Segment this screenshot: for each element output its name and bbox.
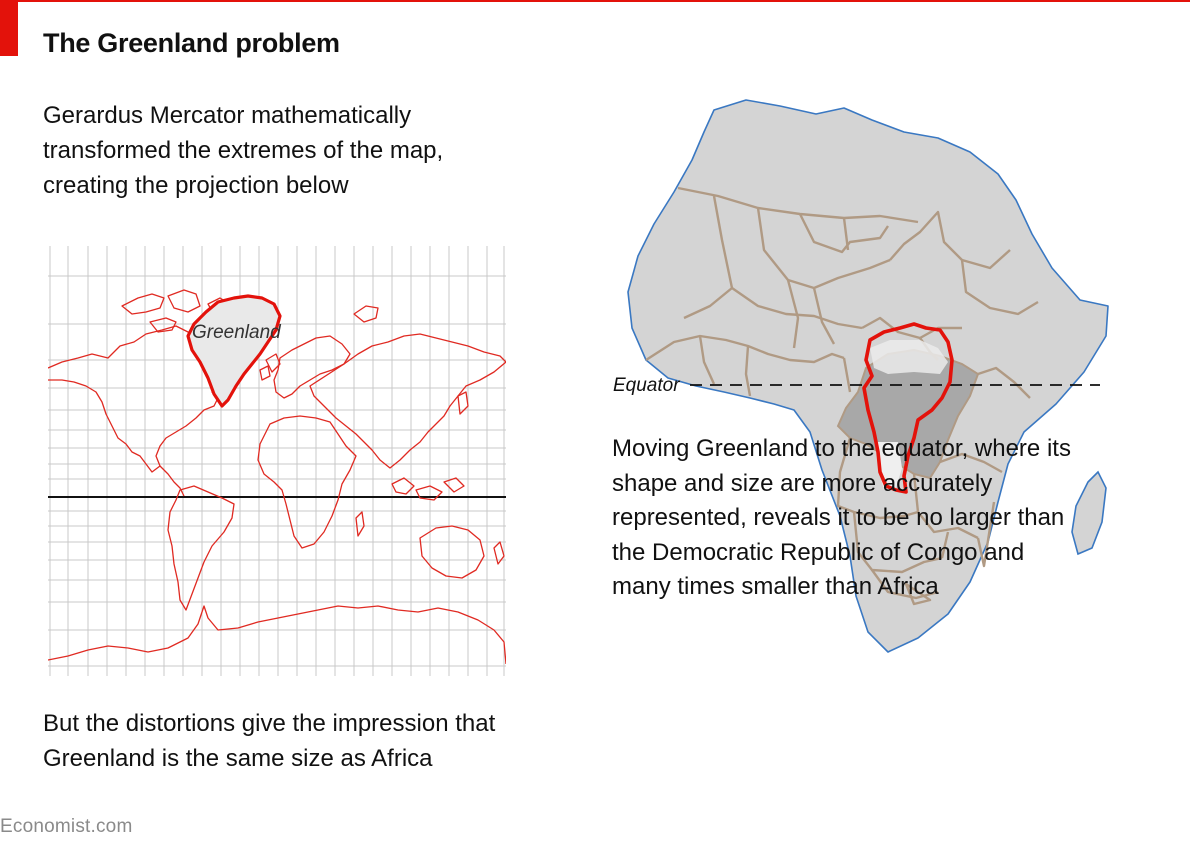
source-credit: Economist.com	[0, 816, 133, 837]
overlay-light-north	[870, 340, 948, 374]
mercator-map	[48, 246, 506, 676]
top-rule	[0, 0, 1190, 2]
left-caption: But the distortions give the impression …	[43, 710, 496, 772]
mercator-greenland-outline	[186, 294, 282, 408]
country-borders	[645, 186, 1039, 606]
world-coastlines	[48, 289, 506, 665]
greenland-overlay-outline	[862, 322, 954, 494]
equator-label: Equator	[613, 375, 680, 396]
africa-map	[627, 99, 1109, 653]
greenland-label: Greenland	[192, 322, 281, 343]
intro-text: Gerardus Mercator mathematically transfo…	[43, 102, 444, 199]
madagascar	[1071, 470, 1107, 556]
red-tab	[0, 0, 18, 56]
page-title: The Greenland problem	[43, 28, 340, 58]
right-caption: Moving Greenland to the equator, where i…	[612, 435, 1071, 600]
